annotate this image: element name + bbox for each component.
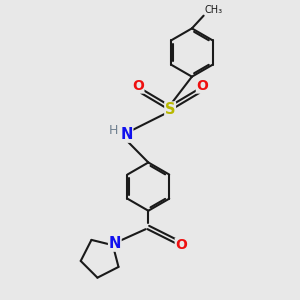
Text: N: N <box>109 236 121 251</box>
Text: O: O <box>175 238 187 252</box>
Text: CH₃: CH₃ <box>205 5 223 15</box>
Text: H: H <box>109 124 119 137</box>
Text: O: O <box>196 80 208 93</box>
Text: O: O <box>132 80 144 93</box>
Text: N: N <box>120 127 133 142</box>
Text: S: S <box>165 102 175 117</box>
